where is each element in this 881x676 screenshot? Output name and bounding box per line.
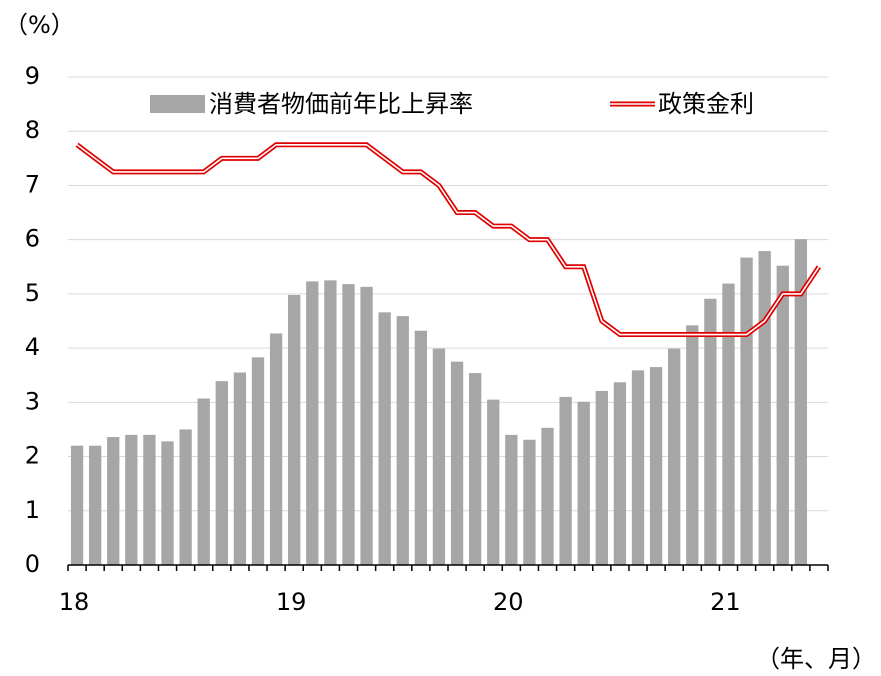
- bar: [776, 265, 789, 565]
- line-inner: [76, 143, 820, 336]
- bar: [396, 316, 409, 565]
- y-tick-label: 7: [25, 170, 40, 198]
- bar: [269, 333, 283, 565]
- x-tick-label: 18: [59, 588, 90, 616]
- bar: [668, 348, 681, 565]
- y-tick-label: 0: [25, 550, 40, 578]
- bar: [251, 357, 265, 565]
- bar: [722, 283, 735, 565]
- y-tick-label: 9: [25, 62, 40, 90]
- y-tick-label: 6: [25, 225, 40, 253]
- legend-label: 消費者物価前年比上昇率: [209, 90, 473, 118]
- bar: [161, 441, 174, 565]
- bar: [704, 298, 717, 565]
- bar: [758, 251, 771, 565]
- bar: [342, 284, 355, 565]
- y-tick-label: 5: [25, 279, 40, 307]
- bar: [215, 381, 228, 565]
- legend-swatch: [150, 95, 205, 113]
- bar: [179, 429, 192, 565]
- y-tick-label: 2: [25, 442, 40, 470]
- bar: [107, 437, 120, 565]
- x-tick-label: 21: [710, 588, 741, 616]
- bar: [559, 396, 572, 565]
- bar: [288, 294, 301, 565]
- bar: [740, 257, 753, 565]
- bar: [487, 399, 500, 565]
- bar: [306, 281, 319, 565]
- bar: [88, 445, 102, 565]
- bar: [541, 427, 554, 565]
- bar: [70, 445, 84, 565]
- bar: [450, 361, 464, 565]
- bar: [432, 348, 446, 565]
- y-tick-label: 4: [25, 333, 40, 361]
- y-tick-label: 3: [25, 387, 40, 415]
- bar: [378, 312, 391, 565]
- bar: [197, 398, 210, 565]
- x-tick-label: 20: [493, 588, 524, 616]
- y-tick-label: 8: [25, 116, 40, 144]
- bar: [143, 434, 156, 565]
- bar: [414, 330, 428, 565]
- bar: [233, 372, 247, 565]
- y-tick-label: 1: [25, 496, 40, 524]
- bar: [523, 439, 536, 565]
- bar: [125, 434, 138, 565]
- bar: [631, 370, 645, 565]
- bar: [468, 373, 482, 565]
- bar: [649, 367, 663, 565]
- y-unit-label: （%）: [4, 11, 75, 39]
- bar: [360, 286, 373, 565]
- bar: [595, 390, 608, 565]
- x-unit-label: （年、月）: [756, 645, 876, 673]
- bar: [613, 382, 627, 565]
- bar: [324, 280, 337, 565]
- bar: [505, 434, 518, 565]
- bar: [686, 325, 699, 565]
- x-tick-label: 19: [276, 588, 307, 616]
- bar: [577, 401, 590, 565]
- legend-label: 政策金利: [658, 90, 754, 118]
- bar: [794, 239, 808, 565]
